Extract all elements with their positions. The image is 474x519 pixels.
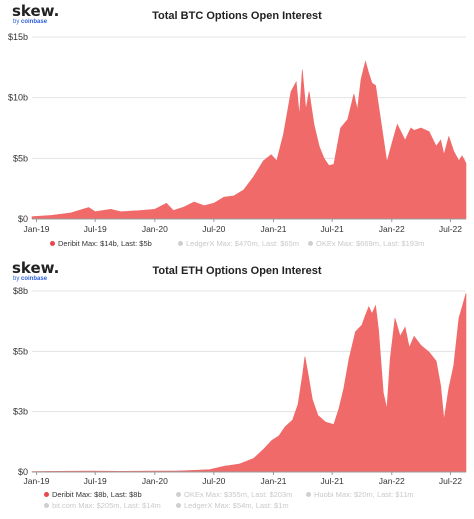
legend-dot-icon bbox=[306, 491, 311, 497]
x-tick-label: Jul-21 bbox=[321, 476, 344, 486]
legend-item[interactable]: OKEx Max: $669m, Last: $193m bbox=[308, 239, 424, 248]
legend-item[interactable]: LedgerX Max: $54m, Last: $1m bbox=[176, 501, 289, 510]
x-tick-label: Jul-21 bbox=[321, 224, 344, 234]
legend-dot-icon bbox=[176, 502, 181, 508]
skew-logo-text: skew. bbox=[12, 2, 60, 20]
coinbase-byline: by coinbase bbox=[13, 276, 48, 282]
y-tick-label: $5b bbox=[13, 153, 28, 163]
x-tick-label: Jan-22 bbox=[379, 476, 405, 486]
legend-dot-icon bbox=[176, 491, 181, 497]
x-tick-label: Jul-19 bbox=[84, 224, 107, 234]
x-tick-label: Jan-20 bbox=[142, 476, 168, 486]
x-tick-label: Jan-22 bbox=[379, 224, 405, 234]
eth-chart: $0 $3b $5b $8b Jan-19 Jul-19 Jan-20 Jul-20 Jan-2… bbox=[13, 286, 467, 486]
x-tick-label: Jan-19 bbox=[24, 224, 50, 234]
x-tick-label: Jan-21 bbox=[260, 224, 286, 234]
legend-label: Deribit Max: $14b, Last: $5b bbox=[58, 239, 152, 248]
chart-title: Total ETH Options Open Interest bbox=[152, 265, 322, 277]
btc-chart: $0 $5b $10b $15b Jan-19 Jul-19 Jan-20 Jul-20 Jan… bbox=[8, 32, 467, 234]
y-tick-label: $15b bbox=[8, 32, 28, 42]
skew-logo: skew. by coinbase bbox=[12, 261, 59, 283]
chart-title: Total BTC Options Open Interest bbox=[152, 10, 322, 22]
legend-item[interactable]: LedgerX Max: $470m, Last: $65m bbox=[178, 239, 299, 248]
area-deribit bbox=[31, 60, 467, 220]
x-tick-label: Jul-22 bbox=[439, 476, 462, 486]
legend-dot-icon bbox=[44, 491, 49, 497]
x-tick-label: Jan-21 bbox=[260, 476, 286, 486]
x-tick-label: Jul-22 bbox=[439, 224, 462, 234]
legend-item[interactable]: Huobi Max: $20m, Last: $11m bbox=[306, 490, 414, 499]
legend-label: Deribit Max: $8b, Last: $8b bbox=[52, 490, 142, 499]
skew-logo: skew. by coinbase bbox=[12, 4, 59, 26]
legend-label: OKEx Max: $355m, Last: $203m bbox=[184, 490, 293, 499]
x-tick-label: Jul-20 bbox=[202, 224, 225, 234]
legend-label: LedgerX Max: $54m, Last: $1m bbox=[184, 501, 289, 510]
x-tick-label: Jan-20 bbox=[142, 224, 168, 234]
y-tick-label: $8b bbox=[13, 286, 28, 296]
skew-logo-text: skew. bbox=[12, 259, 60, 277]
legend-dot-icon bbox=[44, 502, 49, 508]
y-tick-label: $5b bbox=[13, 346, 28, 356]
y-tick-label: $10b bbox=[8, 93, 28, 103]
legend-label: Huobi Max: $20m, Last: $11m bbox=[314, 490, 414, 499]
y-tick-label: $0 bbox=[18, 214, 28, 224]
area-deribit bbox=[31, 293, 467, 473]
legend-item[interactable]: Deribit Max: $14b, Last: $5b bbox=[50, 239, 152, 248]
coinbase-byline: by coinbase bbox=[13, 19, 48, 25]
legend-label: bit.com Max: $205m, Last: $14m bbox=[52, 501, 161, 510]
legend-item[interactable]: OKEx Max: $355m, Last: $203m bbox=[176, 490, 292, 499]
legend-dot-icon bbox=[50, 240, 55, 246]
legend-label: LedgerX Max: $470m, Last: $65m bbox=[186, 239, 299, 248]
btc-panel: skew. by coinbase Total BTC Options Open… bbox=[0, 0, 474, 255]
legend-label: OKEx Max: $669m, Last: $193m bbox=[316, 239, 425, 248]
x-tick-label: Jan-19 bbox=[24, 476, 50, 486]
y-tick-label: $3b bbox=[13, 407, 28, 417]
legend-dot-icon bbox=[178, 240, 183, 246]
legend-item[interactable]: bit.com Max: $205m, Last: $14m bbox=[44, 501, 161, 510]
legend-dot-icon bbox=[308, 240, 313, 246]
x-tick-label: Jul-19 bbox=[84, 476, 107, 486]
legend-item[interactable]: Deribit Max: $8b, Last: $8b bbox=[44, 490, 142, 499]
eth-panel: skew. by coinbase Total ETH Options Open… bbox=[0, 257, 474, 519]
y-tick-label: $0 bbox=[18, 467, 28, 477]
x-tick-label: Jul-20 bbox=[202, 476, 225, 486]
